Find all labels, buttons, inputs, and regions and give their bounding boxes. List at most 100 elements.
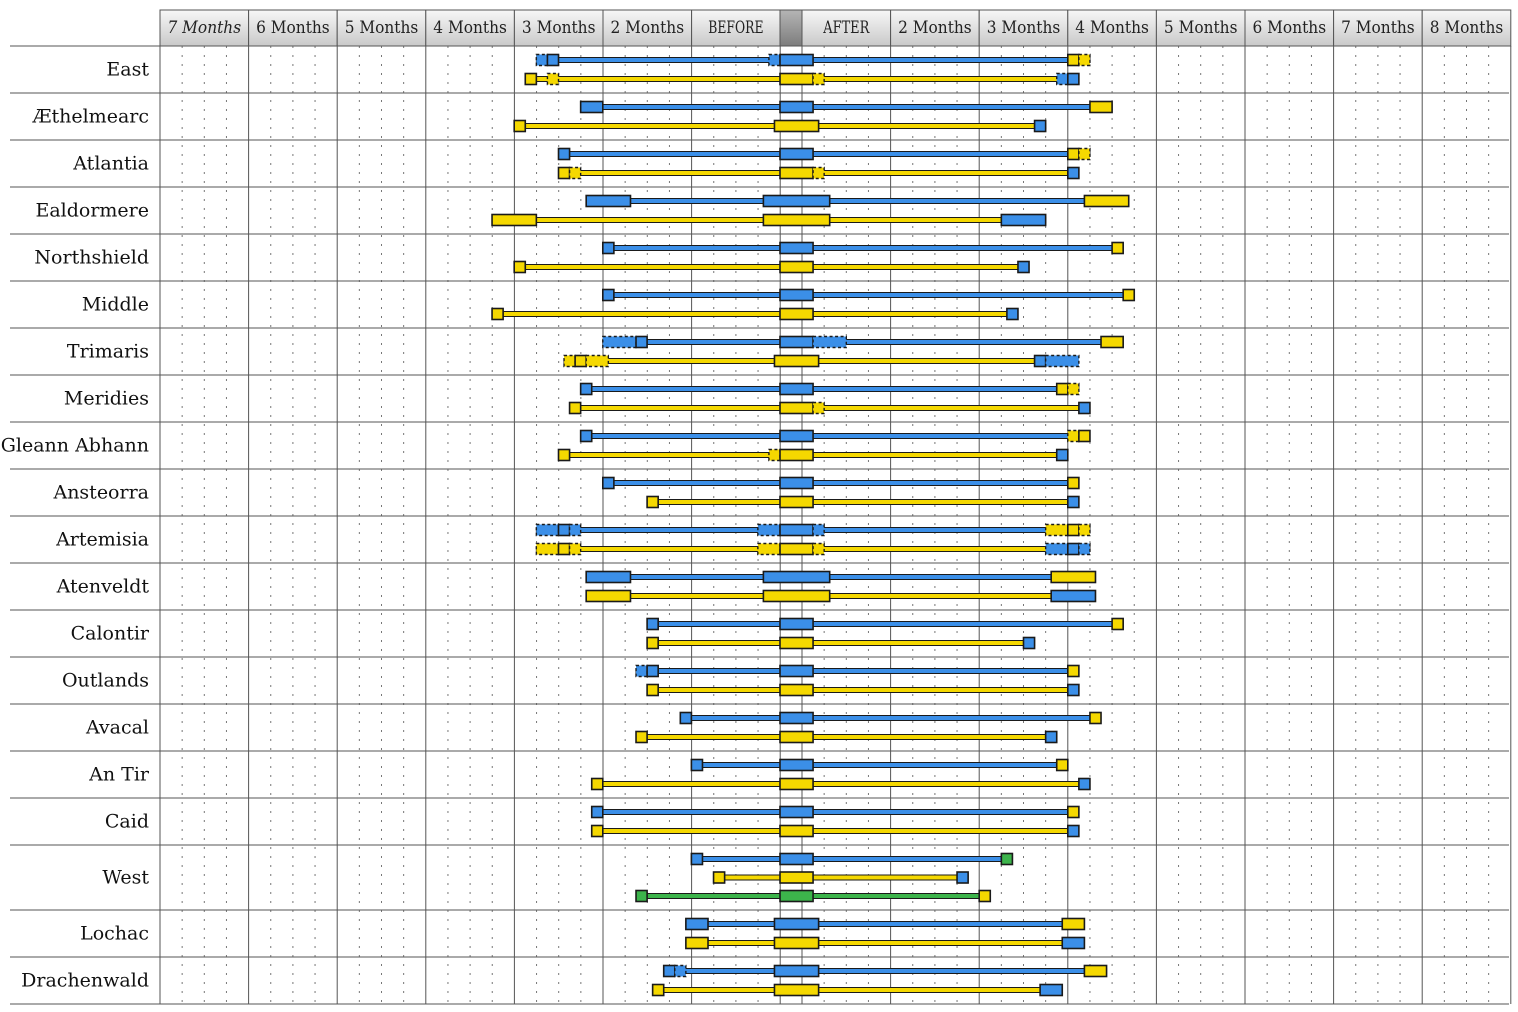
- tentative-marker: [812, 401, 825, 415]
- milestone-marker: [1100, 335, 1124, 349]
- milestone-marker: [513, 260, 527, 274]
- track-line: [646, 621, 1124, 627]
- header-label: 3 Months: [987, 18, 1061, 38]
- row-label: East: [106, 59, 149, 81]
- milestone-marker: [779, 476, 814, 490]
- milestone-marker: [762, 213, 831, 227]
- milestone-marker: [779, 683, 814, 697]
- track-line: [602, 339, 1124, 345]
- milestone-marker: [773, 983, 820, 997]
- header-label: 2 Months: [898, 18, 972, 38]
- track-line: [558, 151, 1091, 157]
- milestone-marker: [779, 824, 814, 838]
- track-line: [602, 480, 1080, 486]
- tentative-marker: [1056, 72, 1069, 86]
- milestone-marker: [779, 711, 814, 725]
- tentative-marker: [812, 72, 825, 86]
- milestone-marker: [646, 617, 659, 631]
- track-line: [513, 264, 1030, 270]
- milestone-marker: [779, 288, 814, 302]
- track-line: [690, 762, 1069, 768]
- tentative-marker: [568, 523, 582, 537]
- track-line: [602, 292, 1135, 298]
- milestone-marker: [779, 889, 814, 903]
- milestone-marker: [779, 429, 814, 443]
- milestone-marker: [685, 917, 709, 931]
- milestone-marker: [590, 824, 604, 838]
- row-label: West: [102, 867, 149, 889]
- header-cell: [602, 9, 693, 47]
- tentative-marker: [812, 335, 848, 349]
- milestone-marker: [779, 871, 814, 884]
- milestone-marker: [1055, 382, 1069, 396]
- tentative-marker: [768, 53, 781, 67]
- row-label: Atenveldt: [56, 576, 150, 598]
- milestone-marker: [779, 805, 814, 819]
- milestone-marker: [557, 523, 571, 537]
- milestone-marker: [779, 730, 814, 744]
- tentative-marker: [1078, 542, 1091, 556]
- milestone-marker: [779, 542, 814, 556]
- tentative-marker: [585, 354, 610, 368]
- milestone-marker: [779, 617, 814, 631]
- milestone-marker: [513, 119, 527, 133]
- tentative-marker: [602, 335, 637, 349]
- milestone-marker: [557, 448, 571, 462]
- header-label: 2 Months: [611, 18, 685, 38]
- milestone-marker: [773, 936, 820, 950]
- milestone-marker: [1067, 72, 1080, 86]
- milestone-marker: [762, 570, 831, 584]
- header-label: BEFORE: [708, 18, 763, 38]
- milestone-marker: [646, 664, 659, 678]
- row-label: Gleann Abhann: [1, 435, 149, 457]
- row-label: Drachenwald: [21, 970, 149, 992]
- milestone-marker: [585, 570, 632, 584]
- track-line: [646, 499, 1080, 505]
- milestone-marker: [679, 711, 693, 725]
- header-cell: [1155, 9, 1246, 47]
- tentative-marker: [635, 664, 648, 678]
- row-label: Æthelmearc: [31, 106, 149, 128]
- milestone-marker: [1067, 166, 1080, 180]
- track-line: [585, 574, 1096, 580]
- milestone-marker: [1067, 523, 1080, 537]
- milestone-marker: [1017, 260, 1030, 274]
- milestone-marker: [1111, 241, 1124, 255]
- milestone-marker: [579, 429, 593, 443]
- milestone-marker: [762, 589, 831, 603]
- tentative-marker: [768, 448, 781, 462]
- tentative-marker: [812, 523, 825, 537]
- row-label: Artemisia: [55, 529, 149, 551]
- milestone-marker: [557, 147, 571, 161]
- milestone-marker: [1067, 664, 1080, 678]
- track-line: [491, 311, 1019, 317]
- milestone-marker: [590, 805, 604, 819]
- milestone-marker: [546, 53, 560, 67]
- header-label: 5 Months: [345, 18, 419, 38]
- milestone-marker: [779, 664, 814, 678]
- track-line: [635, 668, 1080, 674]
- track-line: [679, 715, 1102, 721]
- milestone-marker: [1061, 936, 1086, 950]
- milestone-marker: [574, 354, 587, 368]
- tentative-marker: [1067, 429, 1080, 443]
- tentative-marker: [812, 166, 825, 180]
- track-line: [646, 687, 1080, 693]
- milestone-marker: [491, 213, 538, 227]
- track-line: [685, 921, 1085, 927]
- milestone-marker: [1078, 429, 1091, 443]
- header-label: 8 Months: [1430, 18, 1504, 38]
- milestone-marker: [1067, 542, 1080, 556]
- milestone-marker: [1000, 213, 1047, 227]
- row-label: Atlantia: [72, 153, 149, 175]
- milestone-marker: [779, 241, 814, 255]
- tentative-marker: [546, 72, 560, 86]
- milestone-marker: [491, 307, 504, 321]
- milestone-marker: [779, 100, 814, 114]
- milestone-marker: [1083, 194, 1130, 208]
- track-line: [569, 405, 1091, 411]
- milestone-marker: [1078, 777, 1091, 791]
- row-label: Caid: [105, 811, 149, 833]
- milestone-marker: [779, 448, 814, 462]
- milestone-marker: [690, 758, 704, 772]
